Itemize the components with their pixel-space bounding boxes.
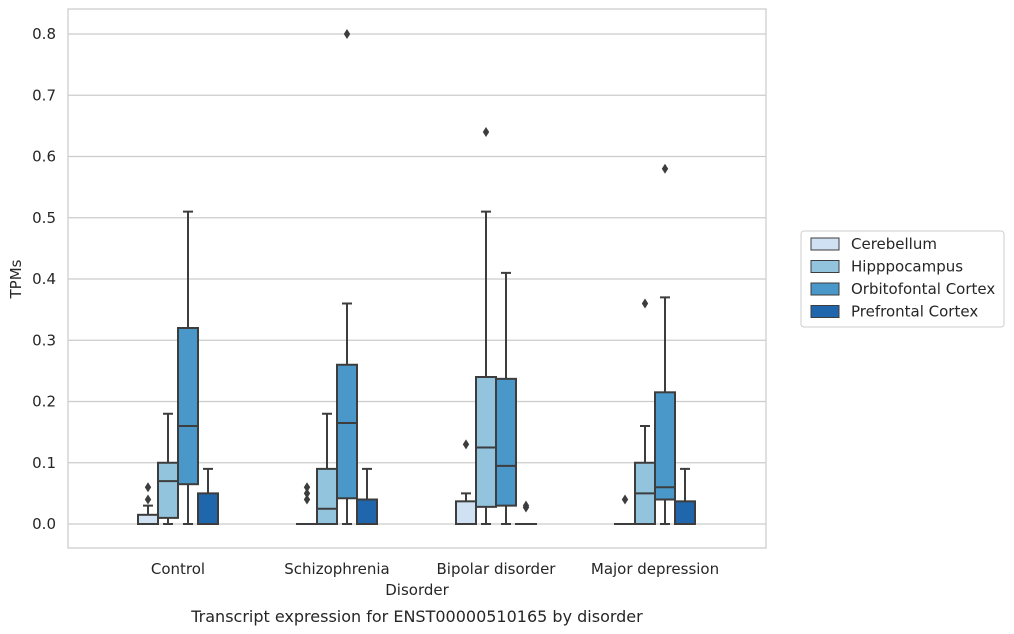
x-axis-label: Disorder — [385, 581, 449, 599]
box — [634, 298, 656, 525]
box-body — [137, 513, 159, 525]
box-plot-series — [137, 29, 696, 526]
box — [157, 412, 179, 525]
box — [137, 482, 159, 525]
legend-swatch — [810, 260, 840, 273]
y-tick-label: 0.5 — [32, 209, 56, 227]
box — [455, 439, 477, 525]
legend: Cerebellum Hipppocampus Orbitofontal Corte… — [800, 230, 1005, 328]
y-tick-label: 0.3 — [32, 331, 56, 349]
outlier-marker — [522, 500, 530, 511]
y-tick-label: 0.0 — [32, 515, 56, 533]
box-body — [495, 377, 517, 507]
legend-label: Cerebellum — [851, 235, 937, 253]
box — [356, 467, 378, 525]
box-body — [157, 461, 179, 519]
x-tick-label: Control — [151, 560, 205, 578]
y-axis-ticks: 0.0 0.1 0.2 0.3 0.4 0.5 0.6 0.7 0.8 — [32, 25, 56, 533]
outlier-marker — [303, 488, 311, 499]
outlier-marker — [303, 482, 311, 493]
legend-swatch — [810, 305, 840, 318]
box — [197, 467, 219, 525]
y-tick-label: 0.8 — [32, 25, 56, 43]
outlier-marker — [661, 163, 669, 174]
outlier-marker — [462, 439, 470, 450]
outlier-marker — [621, 494, 629, 505]
chart-caption: Transcript expression for ENST0000051016… — [190, 607, 643, 626]
outlier-marker — [343, 29, 351, 39]
box-body — [455, 500, 477, 525]
box — [316, 412, 338, 525]
outlier-marker — [482, 127, 490, 137]
box — [177, 210, 199, 525]
box-body — [316, 467, 338, 525]
legend-frame — [800, 230, 1005, 328]
box — [475, 127, 497, 525]
outlier-marker — [144, 494, 152, 505]
y-tick-label: 0.7 — [32, 86, 56, 104]
box-body — [356, 498, 378, 525]
outlier-marker — [144, 482, 152, 493]
box — [515, 500, 537, 526]
plot-area-frame — [67, 8, 767, 549]
x-tick-label: Major depression — [591, 560, 719, 578]
box-body — [197, 492, 219, 525]
box-body — [475, 376, 497, 508]
legend-label: Orbitofontal Cortex — [851, 280, 995, 298]
box — [336, 29, 358, 525]
legend-label: Prefrontal Cortex — [851, 303, 978, 321]
box-body — [336, 363, 358, 500]
x-tick-label: Bipolar disorder — [437, 560, 557, 578]
y-axis-label: TPMs — [7, 259, 25, 299]
box-body — [674, 500, 696, 525]
outlier-marker — [641, 298, 649, 309]
legend-swatch — [810, 282, 840, 296]
y-tick-label: 0.1 — [32, 454, 56, 472]
box — [495, 271, 517, 525]
y-tick-label: 0.6 — [32, 148, 56, 166]
x-tick-label: Schizophrenia — [284, 560, 389, 578]
box-body — [654, 391, 676, 501]
box — [654, 163, 676, 525]
box-body — [177, 327, 199, 486]
box — [296, 482, 318, 526]
x-axis-ticks: Control Schizophrenia Bipolar disorder Majo… — [151, 560, 719, 578]
outlier-marker — [303, 494, 311, 505]
box — [674, 467, 696, 525]
y-tick-label: 0.2 — [32, 393, 56, 411]
box — [614, 494, 636, 526]
y-tick-label: 0.4 — [32, 270, 56, 288]
legend-swatch — [810, 237, 840, 251]
legend-label: Hipppocampus — [851, 258, 963, 276]
